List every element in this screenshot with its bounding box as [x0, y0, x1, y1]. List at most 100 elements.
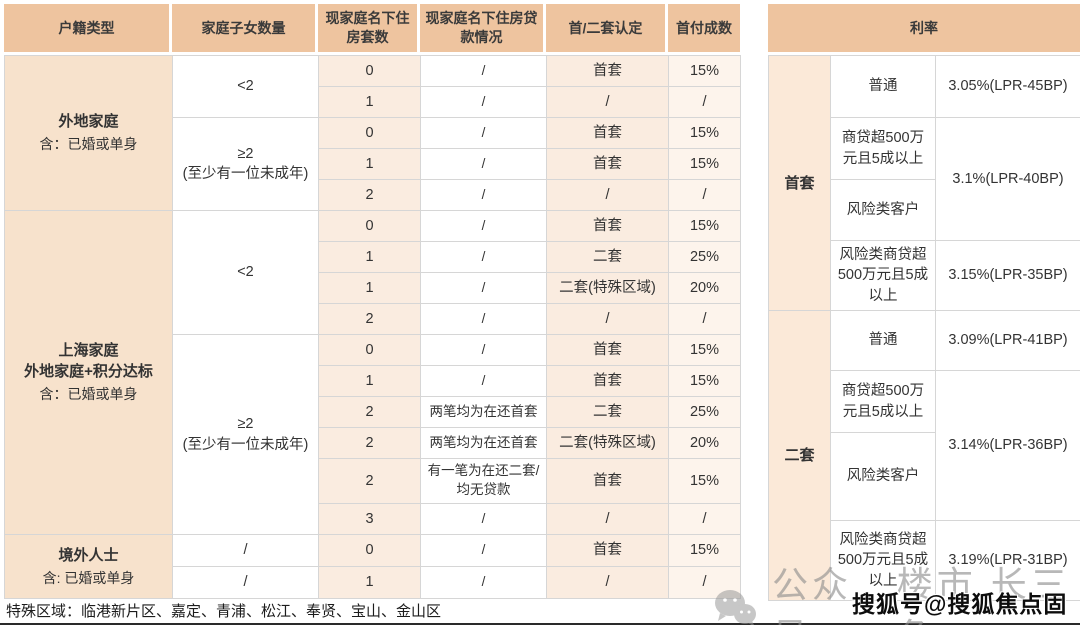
tier-determination-cell: / [547, 180, 669, 211]
tier-determination-cell: 首套 [547, 459, 669, 504]
tier-determination-cell: 首套 [547, 56, 669, 87]
units-count-cell: 2 [319, 304, 421, 335]
header-cell: 现家庭名下住房套数 [318, 4, 420, 52]
tier-determination-cell: 首套 [547, 366, 669, 397]
tier-determination-cell: / [547, 87, 669, 118]
tier-determination-cell: / [547, 304, 669, 335]
rate-value-cell: 3.19%(LPR-31BP) [936, 521, 1080, 601]
children-count-cell: ≥2 (至少有一位未成年) [173, 118, 319, 211]
tier-determination-cell: 首套 [547, 149, 669, 180]
tier-determination-cell: 首套 [547, 335, 669, 366]
left-table-body: 外地家庭 含：已婚或单身 上海家庭 外地家庭+积分达标 含：已婚或单身 境外人士 含: 已… [4, 55, 741, 599]
units-count-cell: 1 [319, 567, 421, 599]
units-count-cell: 1 [319, 242, 421, 273]
bottom-divider [0, 623, 1080, 625]
header-cell: 现家庭名下住房贷款情况 [420, 4, 546, 52]
children-count-cell: ≥2 (至少有一位未成年) [173, 335, 319, 535]
loan-status-cell: / [421, 366, 547, 397]
loan-status-cell: / [421, 567, 547, 599]
rate-category-cell: 普通 [831, 56, 936, 118]
header-cell: 首付成数 [668, 4, 740, 52]
rate-value-cell: 3.05%(LPR-45BP) [936, 56, 1080, 118]
household-type-cell: 外地家庭含：已婚或单身 [5, 56, 173, 211]
tier-label-cell: 首套 [769, 56, 831, 311]
header-cell: 首/二套认定 [546, 4, 668, 52]
tier-determination-cell: 二套(特殊区域) [547, 273, 669, 304]
group-title: 上海家庭 外地家庭+积分达标 [24, 342, 153, 381]
units-count-cell: 2 [319, 180, 421, 211]
loan-status-cell: / [421, 118, 547, 149]
down-payment-cell: / [669, 87, 741, 118]
units-count-cell: 1 [319, 87, 421, 118]
header-cell: 户籍类型 [4, 4, 172, 52]
down-payment-cell: 15% [669, 335, 741, 366]
tier-determination-cell: / [547, 567, 669, 599]
units-count-cell: 2 [319, 397, 421, 428]
group-subtitle: 含：已婚或单身 [39, 136, 138, 153]
tier-determination-cell: 二套 [547, 397, 669, 428]
tier-determination-cell: 首套 [547, 118, 669, 149]
down-payment-cell: 15% [669, 459, 741, 504]
children-count-cell: / [173, 535, 319, 567]
rate-category-cell: 风险类客户 [831, 433, 936, 521]
rate-table-title: 利率 [768, 4, 1080, 52]
loan-status-cell: / [421, 87, 547, 118]
down-payment-cell: 20% [669, 428, 741, 459]
rate-category-cell: 风险类客户 [831, 180, 936, 241]
tier-label-cell: 二套 [769, 311, 831, 601]
tier-determination-cell: 二套 [547, 242, 669, 273]
tier-determination-cell: 首套 [547, 535, 669, 567]
loan-status-cell: / [421, 304, 547, 335]
loan-status-cell: / [421, 273, 547, 304]
down-payment-cell: 15% [669, 366, 741, 397]
rate-value-cell: 3.09%(LPR-41BP) [936, 311, 1080, 371]
down-payment-cell: 15% [669, 535, 741, 567]
units-count-cell: 0 [319, 211, 421, 242]
household-type-cell: 上海家庭 外地家庭+积分达标含：已婚或单身 [5, 211, 173, 535]
rate-category-cell: 风险类商贷超500万元且5成以上 [831, 241, 936, 311]
group-subtitle: 含：已婚或单身 [39, 386, 138, 403]
rate-value-cell: 3.1%(LPR-40BP) [936, 118, 1080, 241]
group-subtitle: 含: 已婚或单身 [42, 569, 135, 586]
down-payment-cell: 25% [669, 242, 741, 273]
rate-category-cell: 商贷超500万元且5成以上 [831, 371, 936, 433]
down-payment-cell: 20% [669, 273, 741, 304]
down-payment-cell: 15% [669, 149, 741, 180]
loan-status-cell: / [421, 180, 547, 211]
children-count-cell: <2 [173, 56, 319, 118]
loan-status-cell: / [421, 211, 547, 242]
down-payment-cell: 15% [669, 56, 741, 87]
loan-status-cell: / [421, 56, 547, 87]
household-type-cell: 境外人士含: 已婚或单身 [5, 535, 173, 599]
loan-status-cell: / [421, 504, 547, 535]
rate-category-cell: 风险类商贷超500万元且5成以上 [831, 521, 936, 601]
loan-status-cell: / [421, 242, 547, 273]
loan-status-cell: 有一笔为在还二套/均无贷款 [421, 459, 547, 504]
tier-determination-cell: 二套(特殊区域) [547, 428, 669, 459]
rate-category-cell: 普通 [831, 311, 936, 371]
units-count-cell: 0 [319, 535, 421, 567]
down-payment-cell: / [669, 304, 741, 335]
units-count-cell: 1 [319, 149, 421, 180]
loan-status-cell: / [421, 535, 547, 567]
units-count-cell: 0 [319, 118, 421, 149]
loan-status-cell: 两笔均为在还首套 [421, 397, 547, 428]
rate-table-body: 首套 普通 3.05%(LPR-45BP) 商贷超500万元且5成以上 3.1%(LPR… [768, 55, 1080, 601]
loan-status-cell: / [421, 335, 547, 366]
down-payment-cell: / [669, 180, 741, 211]
left-table-header: 户籍类型 家庭子女数量 现家庭名下住房套数 现家庭名下住房贷款情况 首/二套认定 首付成数 [4, 4, 740, 52]
group-title: 境外人士 [58, 546, 119, 564]
down-payment-cell: 15% [669, 211, 741, 242]
rate-category-cell: 商贷超500万元且5成以上 [831, 118, 936, 180]
tier-determination-cell: 首套 [547, 211, 669, 242]
units-count-cell: 3 [319, 504, 421, 535]
units-count-cell: 0 [319, 335, 421, 366]
units-count-cell: 1 [319, 273, 421, 304]
rate-value-cell: 3.15%(LPR-35BP) [936, 241, 1080, 311]
group-title: 外地家庭 [58, 113, 119, 131]
rate-table-header: 利率 [768, 4, 1080, 52]
down-payment-cell: 15% [669, 118, 741, 149]
down-payment-cell: / [669, 504, 741, 535]
tier-determination-cell: / [547, 504, 669, 535]
